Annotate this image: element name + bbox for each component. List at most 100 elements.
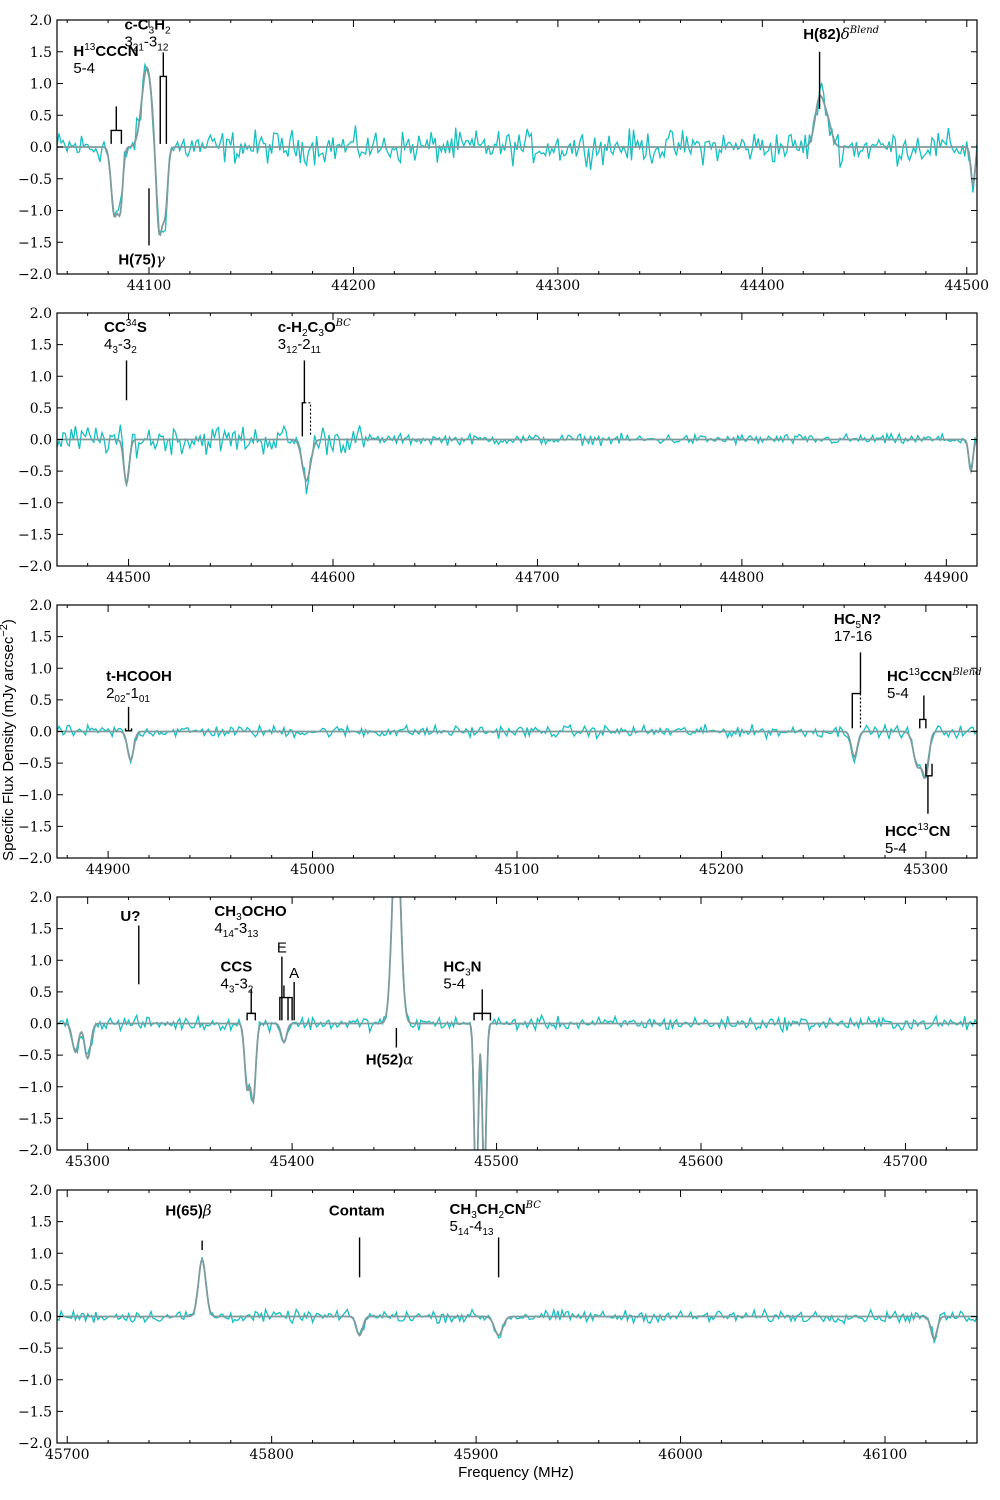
x-tick-label: 45700 [45,1447,90,1463]
transition-label-part: 12 [157,43,169,54]
y-tick-label: 2.0 [30,306,52,322]
transition-label-part: 01 [139,694,151,705]
y-tick-label: −2.0 [18,559,52,575]
species-name: H(75)γ [118,250,165,268]
species-name-part: γ [156,250,165,268]
species-name-part: 13 [909,667,921,678]
y-tick-label: 2.0 [30,1183,52,1199]
y-tick-label: 0.0 [30,725,52,741]
y-tick-label: −1.5 [18,819,52,835]
species-name: U? [120,908,140,925]
hyperfine-bracket [159,75,168,144]
model-spectrum-line [57,897,977,1150]
species-name-part: 3 [236,912,242,923]
species-name-part: N? [861,611,881,628]
species-name-part: c-H [278,319,302,336]
transition-label: 43-32 [104,336,137,356]
species-name-part: CCCN [95,43,138,60]
species-name-part: 3 [149,26,155,37]
x-tick-label: 44800 [720,570,765,586]
transition-label: 321-312 [124,34,168,54]
y-tick-label: 1.5 [30,45,52,61]
transition-label: 5-4 [73,60,95,77]
species-name: CCS [221,959,253,976]
transition-label-part: 14 [458,1227,470,1238]
line-label-3: H(82)δBlend [803,25,879,109]
species-name: HC3N [443,959,481,979]
hyperfine-bracket [246,1012,257,1021]
model-spectrum-line [57,438,977,487]
species-name-part: 5 [856,620,862,631]
x-tick-label: 44600 [311,570,356,586]
observed-spectrum-line [57,1257,977,1345]
x-tick-label: 45600 [679,1154,724,1170]
transition-label-part: 4 [214,920,222,937]
transition-label-part: -2 [297,336,310,353]
species-name-part: CH [477,1201,499,1218]
x-tick-label: 44400 [740,278,785,294]
hyperfine-bracket [919,718,927,729]
species-name-part: 13 [918,822,930,833]
y-tick-label: 0.5 [30,108,52,124]
species-name-part: δ [841,25,850,43]
y-tick-label: 2.0 [30,13,52,29]
transition-label-part: 2 [106,685,114,702]
y-tick-label: 1.0 [30,1246,52,1262]
x-tick-label: 45000 [290,862,335,878]
y-tick-label: 0.0 [30,1310,52,1326]
species-name-part: H(52) [366,1052,404,1069]
species-name-part: 3 [465,968,471,979]
y-tick-label: −0.5 [18,464,52,480]
model-spectrum-line [57,1257,977,1340]
x-tick-label: 45400 [270,1154,315,1170]
species-name-part: CN [929,823,951,840]
panel-4: 2.0 1.5 1.0 0.5 0.0 −0.5 −1.0 −1.5 −2.0 45300 4540… [18,890,978,1170]
species-name-part: 3 [318,328,324,339]
y-tick-label: −2.0 [18,267,52,283]
transition-label: 5-4 [443,976,465,993]
transition-label-part: 11 [311,345,322,356]
line-label-2: HC5N?17-16 [834,611,881,729]
species-name-part: S [137,319,147,336]
y-tick-label: 1.5 [30,338,52,354]
transition-tick [301,402,305,437]
species-name-part: 2 [498,1210,504,1221]
line-label-1: H(65)β [165,1201,212,1251]
species-name-part: CC [104,319,126,336]
species-name: HC13CCNBlend [887,667,982,685]
transition-label-part: 12 [286,345,298,356]
x-tick-label: 45900 [454,1447,499,1463]
y-tick-label: −1.0 [18,496,52,512]
x-tick-label: 44200 [331,278,376,294]
sublabel: E [277,940,287,957]
species-name-part: H [154,17,165,34]
species-name-part: c-C [124,17,148,34]
species-name-part: O [324,319,336,336]
transition-label: 514-413 [450,1218,494,1238]
species-name: CH3OCHO [214,903,287,923]
y-tick-label: −2.0 [18,851,52,867]
species-name-part: CCS [221,959,253,976]
transition-label-part: 5 [450,1218,458,1235]
x-tick-label: 44500 [945,278,990,294]
x-axis-label: Frequency (MHz) [458,1464,574,1481]
transition-tick [851,692,861,729]
panel-1: 2.0 1.5 1.0 0.5 0.0 −0.5 −1.0 −1.5 −2.0 44100 4420… [18,13,989,294]
line-label-1: U? [120,908,140,985]
plot-area [57,424,977,495]
species-name: HCC13CN [885,822,950,840]
species-name-part: CH [450,1201,472,1218]
species-name-part: Blend [849,25,879,36]
line-label-2: Contam [329,1202,385,1278]
species-name-part: 2 [165,26,171,37]
species-name-part: HC [887,668,909,685]
y-tick-label: −0.5 [18,172,52,188]
panel-2: 2.0 1.5 1.0 0.5 0.0 −0.5 −1.0 −1.5 −2.0 44500 4460… [18,306,978,586]
species-name-part: Blend [951,667,981,678]
